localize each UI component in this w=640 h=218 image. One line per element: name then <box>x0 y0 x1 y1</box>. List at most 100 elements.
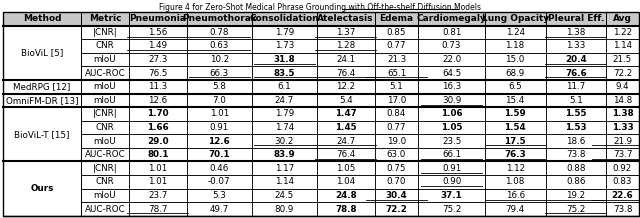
Bar <box>484 175 545 189</box>
Bar <box>187 12 252 26</box>
Bar <box>484 189 545 202</box>
Text: Avg: Avg <box>613 14 632 23</box>
Bar <box>419 162 484 175</box>
Bar <box>187 94 252 107</box>
Bar <box>3 94 639 107</box>
Bar <box>606 148 639 162</box>
Bar <box>419 121 484 134</box>
Bar <box>484 66 545 80</box>
Text: 76.4: 76.4 <box>336 150 355 159</box>
Bar <box>3 66 639 80</box>
Bar <box>81 121 129 134</box>
Bar <box>129 107 187 121</box>
Bar <box>81 80 129 94</box>
Bar <box>252 202 317 216</box>
Text: 5.8: 5.8 <box>212 82 226 91</box>
Text: 21.5: 21.5 <box>613 55 632 64</box>
Text: AUC-ROC: AUC-ROC <box>84 69 125 78</box>
Bar <box>419 12 484 26</box>
Bar <box>419 94 484 107</box>
Text: 1.01: 1.01 <box>210 109 229 118</box>
Bar <box>81 148 129 162</box>
Bar <box>187 134 252 148</box>
Text: 1.04: 1.04 <box>336 177 355 186</box>
Bar <box>252 53 317 66</box>
Text: 5.3: 5.3 <box>212 191 226 200</box>
Bar <box>187 175 252 189</box>
Bar <box>419 66 484 80</box>
Text: mIoU: mIoU <box>93 82 116 91</box>
Text: 6.5: 6.5 <box>508 82 522 91</box>
Bar <box>484 121 545 134</box>
Bar <box>317 107 374 121</box>
Text: 0.77: 0.77 <box>387 123 406 132</box>
Bar <box>81 66 129 80</box>
Bar <box>187 148 252 162</box>
Bar <box>129 121 187 134</box>
Bar <box>81 175 129 189</box>
Bar <box>545 148 606 162</box>
Bar <box>252 148 317 162</box>
Text: 1.49: 1.49 <box>148 41 168 50</box>
Bar <box>3 53 639 66</box>
Bar <box>129 162 187 175</box>
Text: 1.01: 1.01 <box>148 177 168 186</box>
Text: mIoU: mIoU <box>93 191 116 200</box>
Text: 14.8: 14.8 <box>613 96 632 105</box>
Bar <box>419 202 484 216</box>
Bar <box>3 107 81 162</box>
Text: 0.90: 0.90 <box>442 177 461 186</box>
Bar <box>374 26 419 39</box>
Bar <box>129 26 187 39</box>
Bar <box>129 80 187 94</box>
Text: 76.6: 76.6 <box>565 69 587 78</box>
Text: 15.0: 15.0 <box>506 55 525 64</box>
Bar <box>3 107 639 121</box>
Bar <box>3 80 639 94</box>
Text: 0.78: 0.78 <box>209 28 229 37</box>
Bar <box>187 202 252 216</box>
Text: 78.8: 78.8 <box>335 204 356 213</box>
Bar <box>545 26 606 39</box>
Text: 16.6: 16.6 <box>506 191 525 200</box>
Text: 20.4: 20.4 <box>565 55 587 64</box>
Bar <box>545 12 606 26</box>
Text: 19.0: 19.0 <box>387 137 406 146</box>
Bar <box>606 107 639 121</box>
Bar <box>374 107 419 121</box>
Text: 1.06: 1.06 <box>441 109 463 118</box>
Bar <box>252 134 317 148</box>
Bar <box>545 134 606 148</box>
Bar <box>187 121 252 134</box>
Text: |CNR|: |CNR| <box>93 164 117 173</box>
Bar <box>317 66 374 80</box>
Bar <box>484 26 545 39</box>
Bar <box>81 12 129 26</box>
Text: 5.4: 5.4 <box>339 96 353 105</box>
Text: CNR: CNR <box>95 177 115 186</box>
Text: 23.5: 23.5 <box>442 137 461 146</box>
Text: 24.8: 24.8 <box>335 191 356 200</box>
Bar <box>374 189 419 202</box>
Bar <box>419 39 484 53</box>
Text: 5.1: 5.1 <box>569 96 583 105</box>
Bar <box>606 53 639 66</box>
Bar <box>606 80 639 94</box>
Bar <box>129 202 187 216</box>
Text: 83.9: 83.9 <box>273 150 295 159</box>
Bar <box>81 162 129 175</box>
Text: Pneumonia: Pneumonia <box>129 14 186 23</box>
Text: 49.7: 49.7 <box>210 204 229 213</box>
Text: 0.91: 0.91 <box>442 164 461 173</box>
Text: 70.1: 70.1 <box>209 150 230 159</box>
Text: Pleural Eff.: Pleural Eff. <box>548 14 604 23</box>
Bar <box>606 66 639 80</box>
Bar <box>374 162 419 175</box>
Bar <box>545 121 606 134</box>
Bar <box>484 107 545 121</box>
Text: 1.14: 1.14 <box>275 177 294 186</box>
Bar <box>252 162 317 175</box>
Text: |CNR|: |CNR| <box>93 109 117 118</box>
Text: 0.73: 0.73 <box>442 41 461 50</box>
Text: 0.63: 0.63 <box>209 41 229 50</box>
